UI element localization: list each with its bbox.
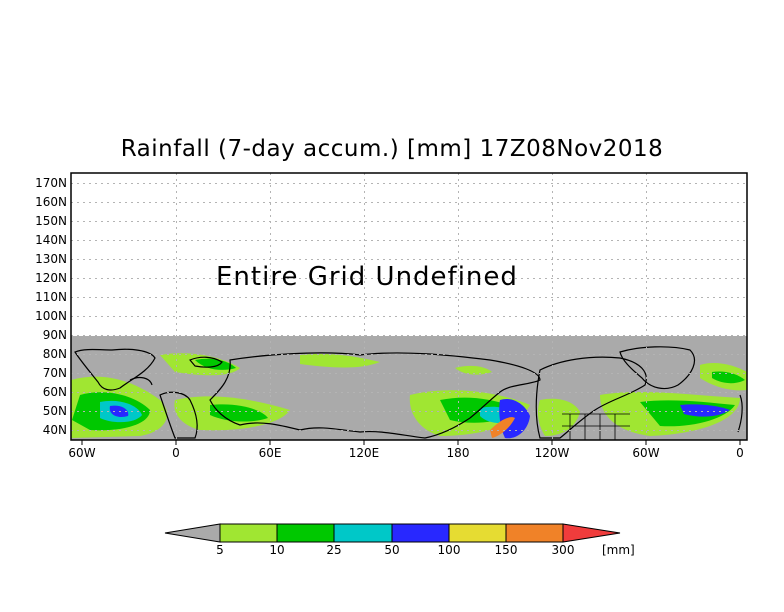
- lat-label: 40N: [42, 423, 67, 437]
- lon-label: 120W: [534, 446, 570, 460]
- lat-label: 110N: [35, 290, 67, 304]
- colorbar-box-50-100: [391, 523, 450, 543]
- political-boundaries: [562, 413, 630, 440]
- lat-label: 80N: [42, 347, 67, 361]
- colorbar-label: 10: [269, 543, 285, 557]
- colorbar-label: 300: [551, 543, 575, 557]
- map-frame: [70, 172, 748, 441]
- colorbar-lower-triangle: [164, 523, 221, 543]
- lat-label: 130N: [35, 252, 67, 266]
- lat-label: 150N: [35, 214, 67, 228]
- lat-label: 60N: [42, 385, 67, 399]
- lat-label: 70N: [42, 366, 67, 380]
- colorbar: [164, 523, 621, 543]
- colorbar-upper-triangle: [562, 523, 621, 543]
- lon-label: 120E: [348, 446, 380, 460]
- colorbar-label: 100: [437, 543, 461, 557]
- colorbar-box-25-50: [333, 523, 393, 543]
- undefined-grid-message: Entire Grid Undefined: [216, 262, 518, 292]
- map-title: Rainfall (7-day accum.) [mm] 17Z08Nov201…: [120, 136, 664, 162]
- colorbar-unit: [mm]: [602, 543, 635, 557]
- lat-label: 50N: [42, 404, 67, 418]
- lon-label: 60E: [258, 446, 282, 460]
- coastlines: [74, 346, 743, 439]
- lon-label: 0: [172, 446, 180, 460]
- colorbar-label: 150: [494, 543, 518, 557]
- lon-label: 60W: [68, 446, 96, 460]
- lat-label: 100N: [35, 309, 67, 323]
- colorbar-label: 25: [326, 543, 342, 557]
- colorbar-box-100-150: [448, 523, 507, 543]
- lon-label: 180: [446, 446, 470, 460]
- colorbar-box-5-10: [219, 523, 278, 543]
- lat-label: 90N: [42, 328, 67, 342]
- colorbar-box-10-25: [276, 523, 335, 543]
- colorbar-box-150-300: [505, 523, 564, 543]
- colorbar-label: 5: [216, 543, 224, 557]
- colorbar-label: 50: [384, 543, 400, 557]
- lon-label: 60W: [632, 446, 660, 460]
- lat-label: 160N: [35, 195, 67, 209]
- lat-label: 170N: [35, 176, 67, 190]
- lon-label: 0: [736, 446, 744, 460]
- axis-ticks: [81, 440, 741, 445]
- lat-label: 140N: [35, 233, 67, 247]
- lat-label: 120N: [35, 271, 67, 285]
- gridlines: [71, 173, 747, 440]
